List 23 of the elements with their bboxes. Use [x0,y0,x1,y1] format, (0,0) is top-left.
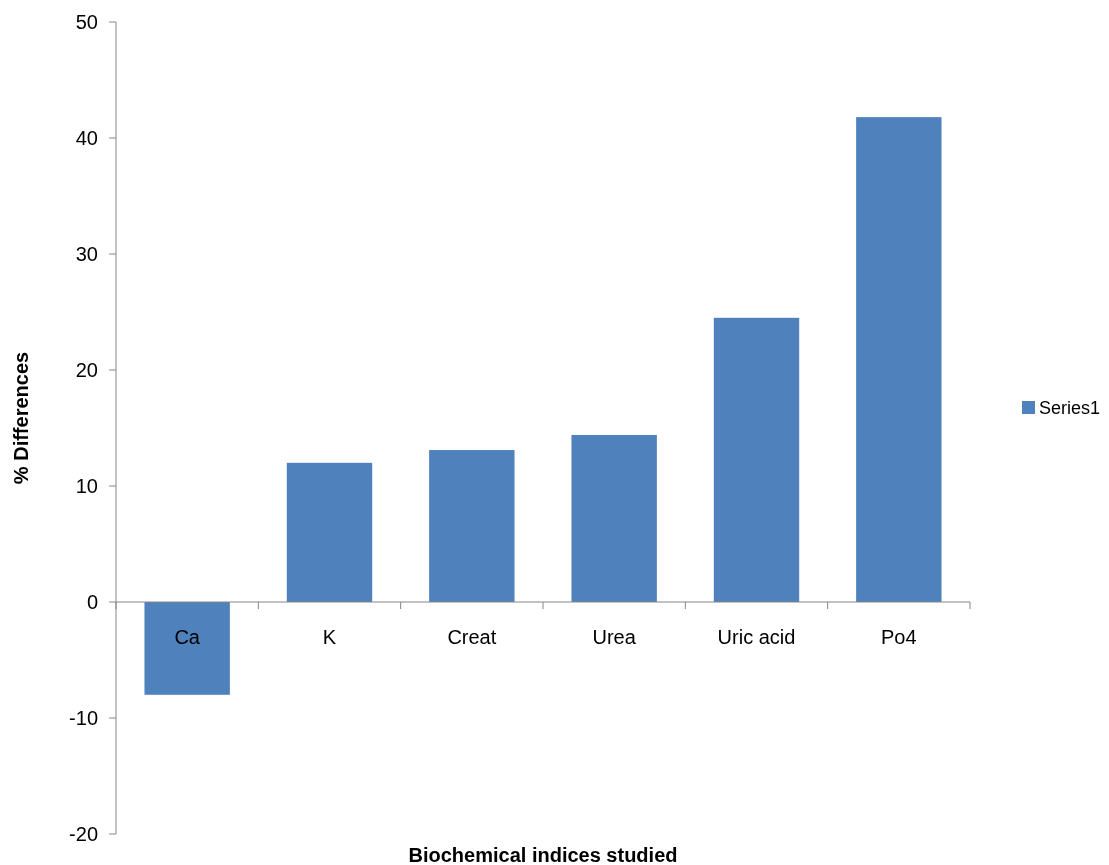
y-tick-label: 40 [75,127,98,149]
legend-label: Series1 [1039,398,1101,419]
y-axis-title: % Differences [10,351,32,485]
y-tick-label: 20 [75,359,98,381]
bar [856,117,942,602]
y-tick-label: 0 [86,591,98,613]
y-tick-label: -10 [69,707,98,729]
y-tick-label: -20 [69,823,98,845]
x-tick-label: Urea [592,626,637,648]
x-tick-label: Ca [174,626,201,648]
y-tick-label: 50 [75,11,98,33]
x-tick-label: Po4 [881,626,917,648]
x-axis-title: Biochemical indices studied [408,844,678,865]
bar [144,602,230,695]
bar [429,450,515,602]
x-tick-label: K [322,626,337,648]
bar [571,434,657,602]
x-tick-label: Creat [447,626,497,648]
bar [713,317,800,602]
bar [286,462,373,602]
x-tick-label: Uric acid [717,626,796,648]
y-tick-label: 10 [75,475,98,497]
y-tick-label: 30 [75,243,98,265]
